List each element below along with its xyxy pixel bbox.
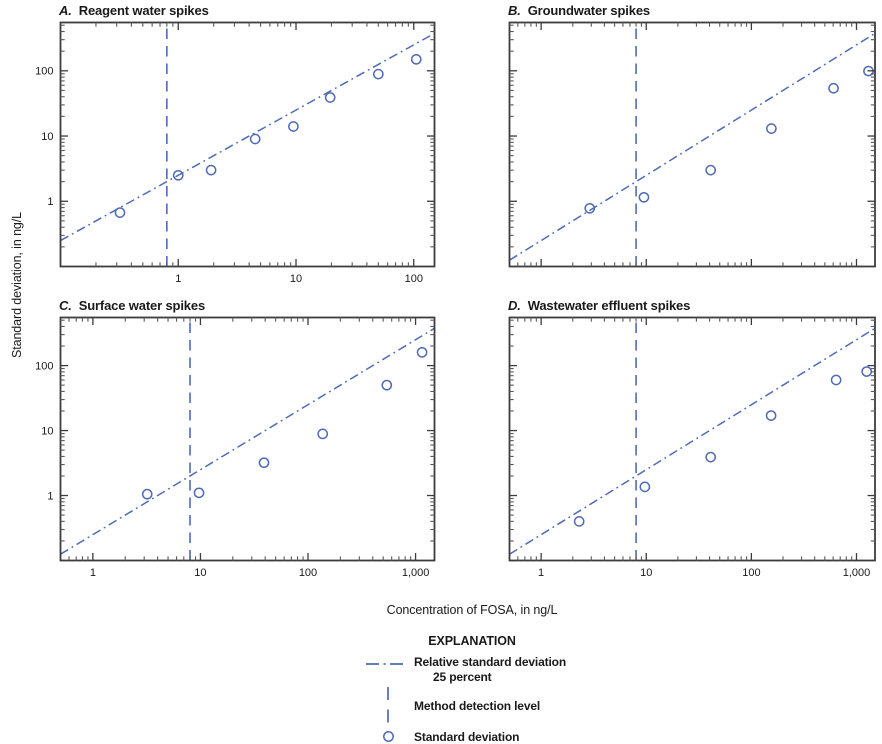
data-point [372,68,384,80]
data-point [638,191,650,203]
rsd-25-percent-line [60,327,435,555]
plot-frame [59,316,436,562]
rsd-25-percent-line [509,32,876,261]
legend-rsd-label-line1: Relative standard deviation [414,655,566,669]
rsd-25-percent-line [509,327,876,555]
x-axis-label: Concentration of FOSA, in ng/L [386,603,558,617]
x-tick-label: 10 [194,567,206,579]
data-point [584,202,596,214]
data-point [705,164,717,176]
y-tick-label: 100 [35,360,53,372]
explanation-title: EXPLANATION [428,634,516,648]
x-tick-label: 10 [290,273,302,285]
data-point [249,133,261,145]
y-tick-label: 10 [41,425,53,437]
data-point [172,169,184,181]
panel-a-title-text: Reagent water spikes [78,3,209,18]
y-tick-label: 1 [47,196,53,208]
x-tick-label: 100 [742,567,760,579]
x-tick-label: 1 [538,567,544,579]
panel-d-letter: D. [508,298,521,313]
data-point [114,207,126,218]
panel-b-title-text: Groundwater spikes [527,3,650,18]
legend-sd-label: Standard deviation [414,729,520,744]
data-point [861,366,873,377]
x-tick-label: 1,000 [843,567,871,579]
data-point [828,82,839,94]
data-point [193,487,205,499]
data-point [141,488,153,500]
data-point [324,92,336,103]
x-tick-label: 10 [640,567,652,579]
data-point [573,516,585,527]
data-point [317,428,329,440]
data-point [381,379,393,391]
y-tick-label: 10 [41,131,53,143]
legend-mdl-label: Method detection level [414,699,541,713]
plot-frame [508,21,876,268]
data-point [830,374,842,386]
panel-a-letter: A. [59,3,72,18]
data-point [416,346,428,358]
data-point [765,410,777,421]
y-tick-label: 1 [47,490,53,502]
x-tick-label: 1 [175,273,181,285]
panel-b-title: B. Groundwater spikes [508,3,650,18]
plots-svg: 1 10 100 1 10 100 1 10 100 1,000 1 10 100 1 10 100 1,000 [35,21,876,579]
panel-d-plot: 1 10 100 1,000 [508,316,876,579]
data-point [410,53,422,65]
panel-c-title: C. Surface water spikes [59,298,205,313]
panel-b-plot [508,21,876,268]
y-tick-label: 100 [35,66,53,78]
x-tick-label: 100 [405,273,423,285]
panel-c-title-text: Surface water spikes [78,298,206,313]
panel-d-title-text: Wastewater effluent spikes [527,298,691,313]
dashed-vertical-line-symbol [387,687,389,723]
x-tick-label: 1 [90,567,96,579]
circle-marker-symbol [383,731,394,742]
data-point [205,164,217,176]
data-point [258,457,270,469]
panel-b-letter: B. [508,3,521,18]
x-tick-label: 100 [299,567,317,579]
dash-dot-line-symbol [366,663,406,665]
rsd-25-percent-line [60,32,435,242]
panel-d-title: D. Wastewater effluent spikes [508,298,690,313]
panel-a-title: A. Reagent water spikes [59,3,209,18]
panel-a-plot: 1 10 100 1 10 100 [35,21,436,285]
panel-c-letter: C. [59,298,72,313]
legend-rsd-label-line2: 25 percent [433,669,492,684]
panel-c-plot: 1 10 100 1,000 1 10 100 [35,316,436,579]
data-point [705,451,717,463]
data-point [766,123,777,134]
legend-rsd-label: Relative standard deviation 25 percent [414,655,566,684]
plot-frame [59,21,436,268]
plot-frame [508,316,876,562]
x-tick-label: 1,000 [402,567,430,579]
data-point [288,121,299,132]
data-point [639,481,651,493]
